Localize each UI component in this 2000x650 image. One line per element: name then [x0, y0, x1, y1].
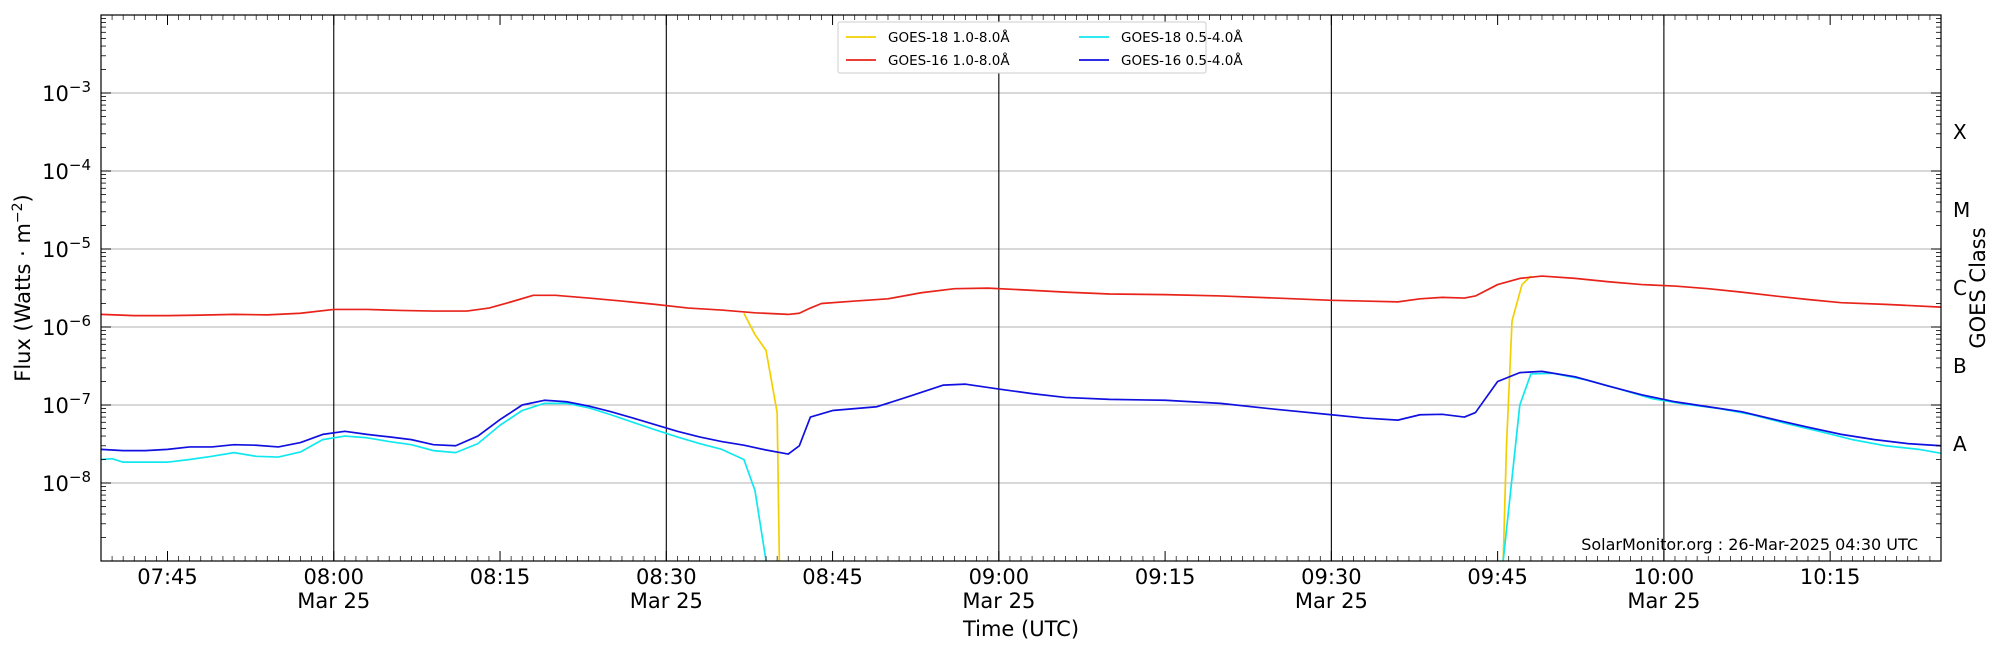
- x-tick-label: 09:00: [969, 565, 1030, 589]
- x-tick-label: 09:30: [1301, 565, 1362, 589]
- x-tick-label: 10:00: [1634, 565, 1695, 589]
- x-tick-label: 10:15: [1800, 565, 1861, 589]
- series-line: [100, 402, 767, 562]
- legend-label: GOES-18 0.5-4.0Å: [1121, 29, 1243, 46]
- x-tick-label: 09:45: [1467, 565, 1528, 589]
- footer-credit: SolarMonitor.org : 26-Mar-2025 04:30 UTC: [1581, 535, 1918, 554]
- goes-class-layer: A B C M X: [1953, 120, 1970, 456]
- series-line: [1502, 275, 1532, 562]
- x-tick-date-label: Mar 25: [1627, 589, 1700, 613]
- goes-class-label: C: [1953, 276, 1967, 300]
- legend-label: GOES-16 1.0-8.0Å: [888, 52, 1010, 69]
- series-line: [743, 312, 781, 562]
- x-axis-title: Time (UTC): [962, 617, 1079, 641]
- series-line: [100, 370, 1942, 455]
- series-layer: [100, 275, 1942, 562]
- y-tick-label: 10−6: [42, 312, 91, 340]
- series-line: [1502, 372, 1942, 562]
- legend-box: [837, 21, 1207, 74]
- legend-label: GOES-16 0.5-4.0Å: [1121, 52, 1243, 69]
- x-tick-label: 07:45: [137, 565, 198, 589]
- goes-class-label: X: [1953, 120, 1967, 144]
- x-tick-label: 08:45: [802, 565, 863, 589]
- y-tick-label: 10−8: [42, 468, 91, 496]
- y-tick-label: 10−4: [42, 156, 91, 184]
- x-tick-date-label: Mar 25: [297, 589, 370, 613]
- legend-label: GOES-18 1.0-8.0Å: [888, 29, 1010, 46]
- x-tick-date-label: Mar 25: [962, 589, 1035, 613]
- right-axis-title: GOES Class: [1966, 227, 1990, 348]
- y-tick-label: 10−3: [42, 78, 91, 106]
- x-tick-date-label: Mar 25: [630, 589, 703, 613]
- goes-class-label: M: [1953, 198, 1970, 222]
- x-tick-label: 08:30: [636, 565, 697, 589]
- goes-class-label: B: [1953, 354, 1967, 378]
- goes-class-label: A: [1953, 432, 1967, 456]
- x-tick-label: 09:15: [1135, 565, 1196, 589]
- x-tick-label: 08:00: [304, 565, 365, 589]
- y-tick-label: 10−5: [42, 234, 91, 262]
- x-tick-date-label: Mar 25: [1295, 589, 1368, 613]
- legend: GOES-18 1.0-8.0Å GOES-16 1.0-8.0Å GOES-18 …: [837, 21, 1243, 74]
- grid-layer: [101, 92, 1941, 484]
- x-tick-label: 08:15: [470, 565, 531, 589]
- y-tick-label: 10−7: [42, 390, 91, 418]
- y-axis-title: Flux (Watts · m−2): [10, 194, 35, 382]
- series-line: [100, 275, 1942, 317]
- plot-frame: [100, 14, 1942, 562]
